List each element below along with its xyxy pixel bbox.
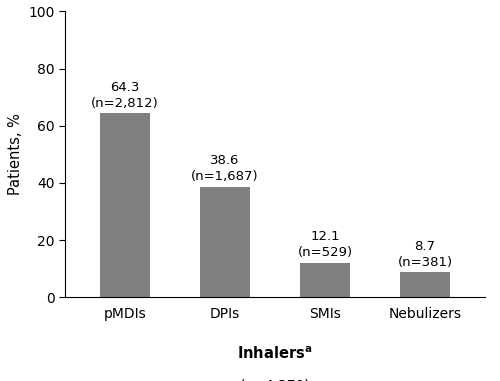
Text: 8.7
(n=381): 8.7 (n=381): [398, 240, 452, 269]
Text: $\bf{Inhalers}$$^{\bf{a}}$: $\bf{Inhalers}$$^{\bf{a}}$: [238, 346, 312, 362]
Text: 38.6
(n=1,687): 38.6 (n=1,687): [191, 154, 259, 184]
Text: (n=4,370): (n=4,370): [240, 379, 310, 381]
Bar: [300, 263, 350, 297]
Text: 12.1
(n=529): 12.1 (n=529): [298, 230, 352, 259]
Bar: [100, 114, 150, 297]
Bar: [400, 272, 450, 297]
Y-axis label: Patients, %: Patients, %: [8, 114, 22, 195]
Text: 64.3
(n=2,812): 64.3 (n=2,812): [91, 81, 159, 110]
Bar: [200, 187, 250, 297]
